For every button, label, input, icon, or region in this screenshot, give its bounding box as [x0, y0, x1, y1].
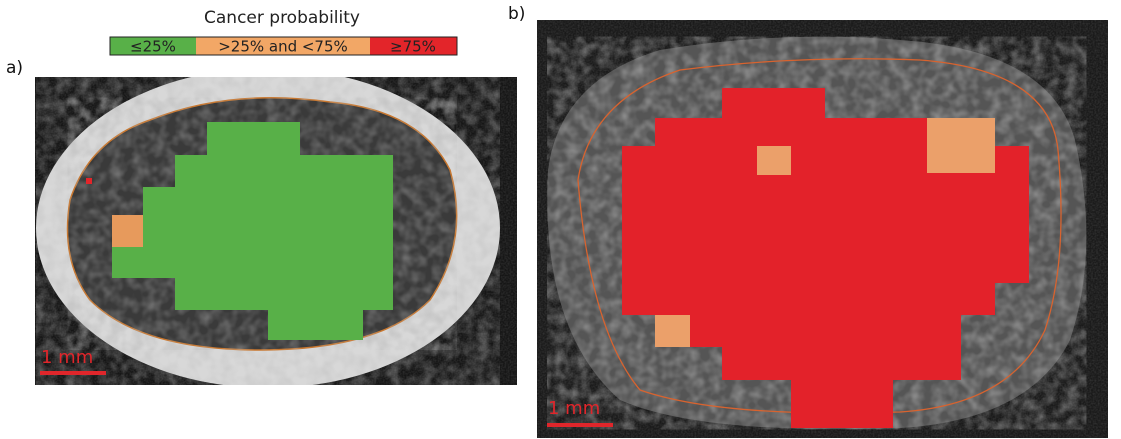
figure: Cancer probability ≤25% >25% and <75% ≥7… [0, 0, 1121, 439]
ultrasound-image: 1 mm [35, 68, 517, 388]
scale-bar-label: 1 mm [41, 347, 93, 368]
legend-item: >25% and <75% [218, 38, 348, 56]
panel-label: b) [508, 4, 525, 24]
legend-item: ≥75% [390, 38, 436, 56]
ultrasound-image: 1 mm [537, 20, 1108, 438]
panel-label: a) [6, 58, 23, 78]
legend-title: Cancer probability [204, 8, 360, 28]
scale-bar-label: 1 mm [548, 398, 600, 419]
legend-item: ≤25% [130, 38, 176, 56]
page: Cancer probability ≤25% >25% and <75% ≥7… [0, 0, 1121, 439]
